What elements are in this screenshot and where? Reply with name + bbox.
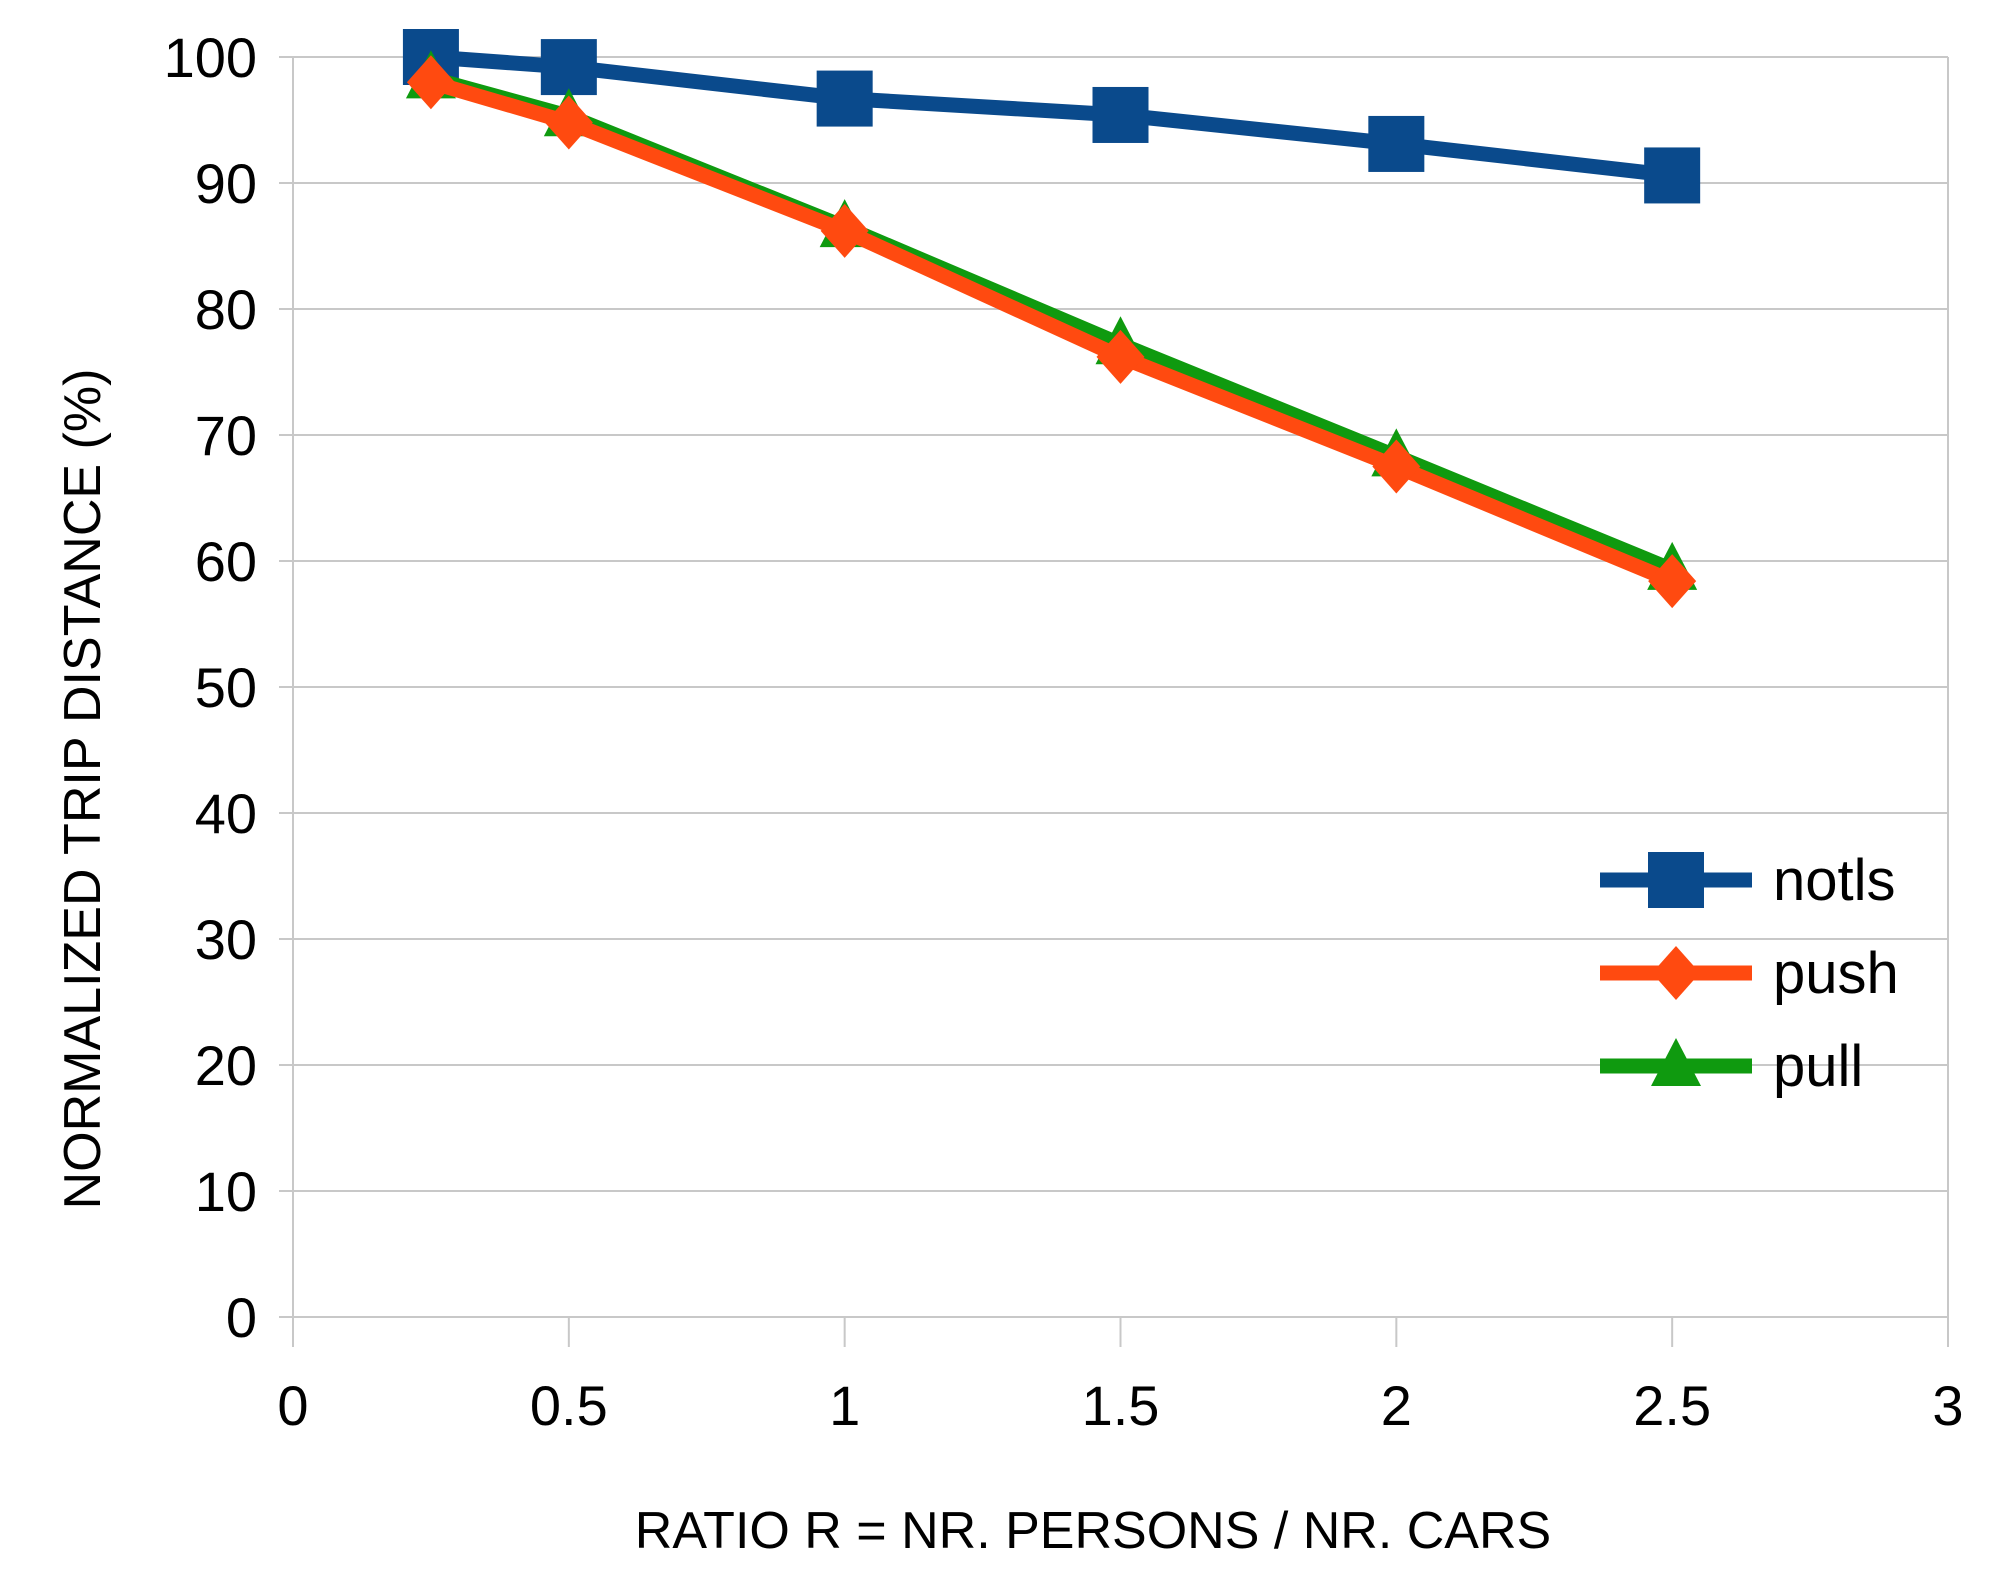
- tick-labels: 0 10 20 30 40 50 60 70 80 90 100 0 0.5 1 1.5 2 2.5 3: [164, 26, 1964, 1437]
- y-tick-label: 100: [164, 26, 257, 89]
- point-push-0: [406, 55, 455, 110]
- y-tick-label: 80: [195, 278, 257, 341]
- axes: [292, 57, 1949, 1347]
- point-notls-3: [1092, 86, 1149, 143]
- legend-item-pull: pull: [1600, 1034, 1863, 1099]
- x-axis-title: RATIO R = NR. PERSONS / NR. CARS: [635, 1502, 1551, 1560]
- y-tick-label: 60: [195, 530, 257, 593]
- y-tick-label: 40: [195, 782, 257, 845]
- y-tick-label: 30: [195, 908, 257, 971]
- legend-swatch-marker-notls: [1648, 852, 1704, 908]
- series-line-push: [423, 74, 1680, 589]
- y-axis-title: NORMALIZED TRIP DISTANCE (%): [54, 369, 112, 1210]
- x-tick-label: 0: [277, 1374, 308, 1437]
- legend: notls push pull: [1600, 848, 1899, 1099]
- x-tick-label: 3: [1932, 1374, 1963, 1437]
- legend-label-notls: notls: [1773, 848, 1896, 913]
- x-tick-label: 2: [1381, 1374, 1412, 1437]
- point-notls-4: [1368, 115, 1425, 172]
- series-notls: [402, 29, 1701, 204]
- legend-swatch-marker-pull: [1651, 1038, 1701, 1086]
- x-tick-label: 1: [829, 1374, 860, 1437]
- legend-item-push: push: [1600, 941, 1899, 1006]
- legend-label-pull: pull: [1773, 1034, 1863, 1099]
- point-notls-5: [1644, 147, 1701, 204]
- point-push-5: [1648, 554, 1697, 609]
- point-push-4: [1372, 439, 1421, 494]
- point-push-1: [544, 95, 593, 150]
- series-layer: [402, 29, 1701, 609]
- y-tick-label: 20: [195, 1034, 257, 1097]
- x-tick-label: 0.5: [530, 1374, 608, 1437]
- legend-item-notls: notls: [1600, 848, 1896, 913]
- y-tick-label: 50: [195, 656, 257, 719]
- series-push: [406, 55, 1697, 609]
- legend-label-push: push: [1773, 941, 1899, 1006]
- legend-swatch-marker-push: [1652, 946, 1700, 1000]
- point-push-2: [820, 203, 869, 258]
- y-tick-label: 70: [195, 404, 257, 467]
- x-tick-label: 1.5: [1082, 1374, 1160, 1437]
- point-push-3: [1096, 329, 1145, 384]
- y-tick-label: 0: [226, 1286, 257, 1349]
- y-tick-label: 10: [195, 1160, 257, 1223]
- point-notls-1: [540, 39, 597, 96]
- x-tick-label: 2.5: [1633, 1374, 1711, 1437]
- y-tick-label: 90: [195, 152, 257, 215]
- point-notls-2: [816, 70, 873, 127]
